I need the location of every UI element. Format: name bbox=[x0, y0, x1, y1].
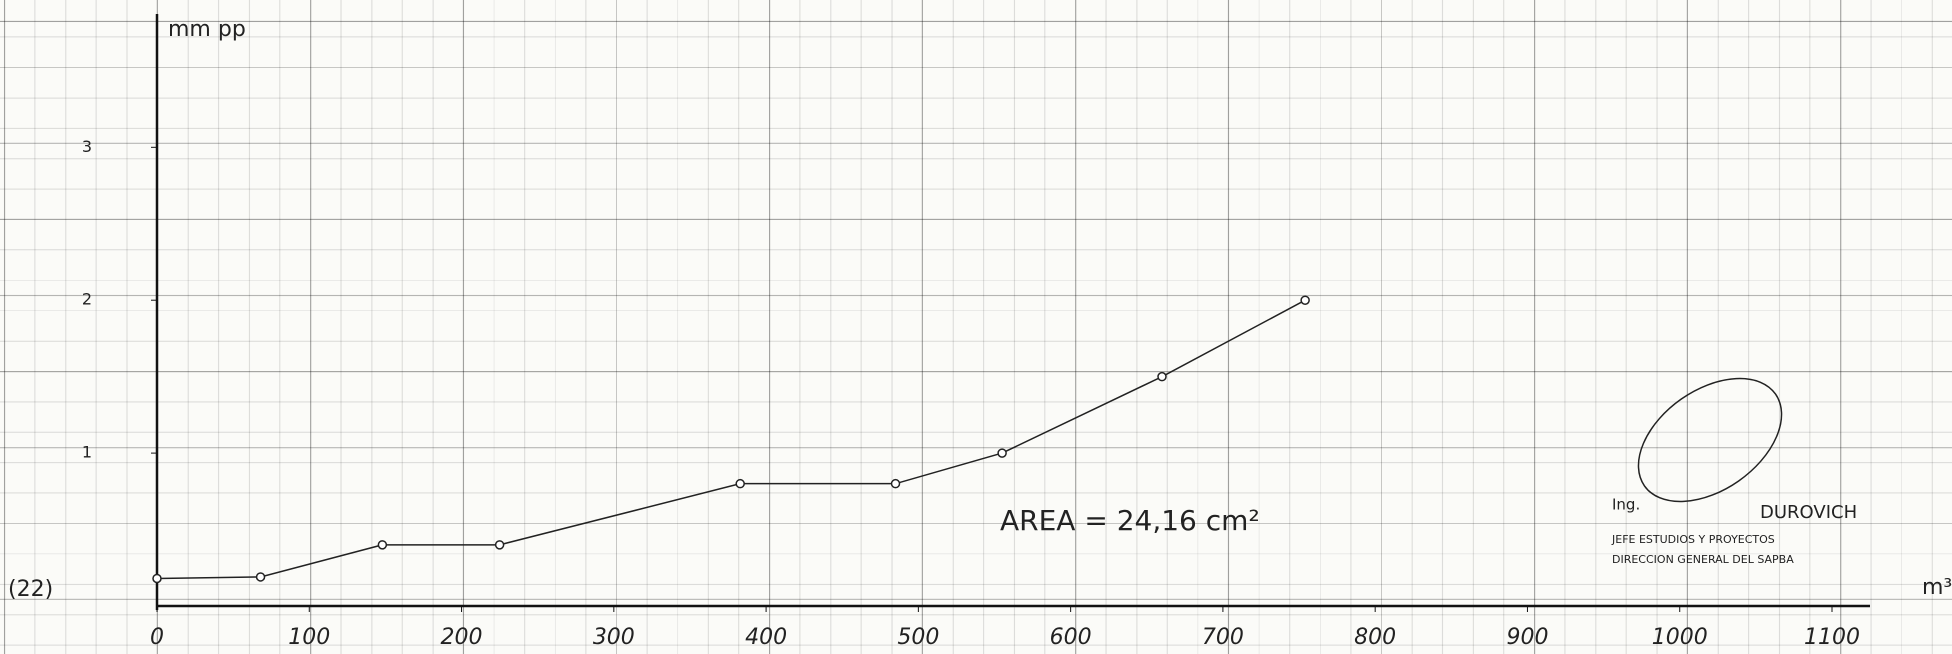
signature bbox=[1637, 377, 1783, 503]
annotation: JEFE ESTUDIOS Y PROYECTOS bbox=[1611, 533, 1775, 546]
point bbox=[377, 540, 388, 550]
annotation: DUROVICH bbox=[1760, 502, 1857, 523]
x-tick-label: 600 bbox=[1050, 625, 1092, 650]
x-tick-label: 1100 bbox=[1804, 625, 1860, 650]
x-tick-label: 100 bbox=[288, 625, 330, 650]
point bbox=[255, 572, 266, 582]
y-axis-label: mm pp bbox=[168, 17, 246, 42]
annotation: Ing. bbox=[1612, 496, 1640, 514]
x-tick-label: 800 bbox=[1354, 625, 1396, 650]
x-tick-label: 500 bbox=[897, 625, 939, 650]
x-tick-label: 0 bbox=[150, 625, 164, 650]
point bbox=[1300, 295, 1310, 305]
annotation: DIRECCION GENERAL DEL SAPBA bbox=[1612, 553, 1794, 566]
x-tick-label: 300 bbox=[593, 625, 635, 650]
point bbox=[494, 540, 505, 550]
y-tick-label: 2 bbox=[82, 290, 92, 309]
x-tick-label: 1000 bbox=[1652, 625, 1708, 650]
point bbox=[997, 448, 1007, 458]
annotation: (22) bbox=[8, 577, 53, 602]
x-tick-label: 400 bbox=[745, 625, 787, 650]
x-axis-label: m³ bbox=[1922, 575, 1952, 600]
y-tick-label: 3 bbox=[82, 137, 92, 156]
point bbox=[735, 478, 745, 489]
x-tick-label: 700 bbox=[1202, 625, 1244, 650]
x-tick-label: 900 bbox=[1506, 625, 1548, 650]
point bbox=[152, 573, 162, 584]
annotation: AREA = 24,16 cm² bbox=[1000, 504, 1260, 537]
x-tick-label: 200 bbox=[441, 625, 483, 650]
point bbox=[1157, 371, 1167, 382]
point bbox=[890, 478, 901, 489]
y-tick-label: 1 bbox=[82, 443, 92, 462]
